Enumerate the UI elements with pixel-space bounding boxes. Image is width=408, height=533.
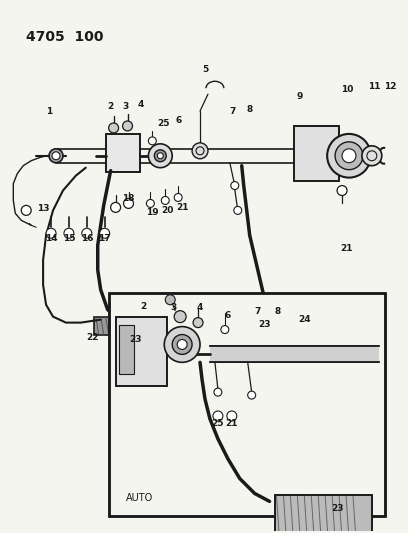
Circle shape — [109, 123, 119, 133]
Circle shape — [161, 197, 169, 205]
Circle shape — [64, 228, 74, 238]
Circle shape — [157, 153, 163, 159]
Text: 3: 3 — [170, 303, 176, 312]
Text: 19: 19 — [146, 208, 159, 217]
Text: 9: 9 — [296, 92, 303, 101]
Text: 10: 10 — [341, 85, 353, 94]
Bar — [210, 346, 379, 362]
Circle shape — [234, 206, 242, 214]
Text: 23: 23 — [331, 504, 344, 513]
Circle shape — [335, 142, 363, 169]
Text: 4: 4 — [197, 303, 203, 312]
Circle shape — [172, 335, 192, 354]
Circle shape — [227, 411, 237, 421]
Bar — [115, 317, 167, 386]
Bar — [109, 293, 385, 516]
Bar — [275, 496, 372, 533]
Circle shape — [342, 149, 356, 163]
Bar — [106, 134, 140, 172]
Bar — [295, 126, 339, 181]
Text: 17: 17 — [98, 233, 111, 243]
Circle shape — [248, 391, 256, 399]
Text: 15: 15 — [63, 233, 75, 243]
Text: 2: 2 — [140, 302, 146, 311]
Text: 8: 8 — [274, 307, 281, 316]
Text: 16: 16 — [80, 233, 93, 243]
Text: 20: 20 — [161, 206, 173, 215]
Text: 4: 4 — [137, 100, 144, 109]
Bar — [119, 325, 135, 374]
Text: 8: 8 — [246, 104, 253, 114]
Text: 1: 1 — [46, 107, 52, 116]
Circle shape — [100, 228, 110, 238]
Text: 6: 6 — [225, 311, 231, 320]
Text: 3: 3 — [122, 102, 129, 111]
Text: 25: 25 — [157, 119, 170, 128]
Text: 25: 25 — [212, 419, 224, 429]
Circle shape — [146, 199, 154, 207]
Circle shape — [192, 143, 208, 159]
Text: 21: 21 — [226, 419, 238, 429]
Text: 7: 7 — [230, 107, 236, 116]
Circle shape — [165, 295, 175, 305]
Text: 23: 23 — [129, 335, 142, 344]
Text: 5: 5 — [202, 65, 208, 74]
Text: 13: 13 — [37, 204, 49, 213]
Text: 21: 21 — [176, 203, 188, 212]
Circle shape — [49, 149, 63, 163]
Text: 14: 14 — [45, 233, 58, 243]
Text: 4705  100: 4705 100 — [26, 30, 104, 44]
Circle shape — [154, 150, 166, 161]
Circle shape — [337, 185, 347, 196]
Circle shape — [221, 326, 229, 334]
Circle shape — [362, 146, 382, 166]
Bar — [275, 496, 372, 533]
Bar — [295, 126, 339, 181]
Text: 6: 6 — [175, 117, 181, 125]
Circle shape — [111, 203, 121, 212]
Circle shape — [21, 205, 31, 215]
Bar — [94, 317, 135, 335]
Circle shape — [122, 121, 133, 131]
Text: 22: 22 — [86, 333, 99, 342]
Text: 11: 11 — [368, 82, 380, 91]
Circle shape — [46, 228, 56, 238]
Text: 18: 18 — [122, 194, 135, 203]
Circle shape — [52, 152, 60, 160]
Bar — [106, 134, 140, 172]
Circle shape — [82, 228, 92, 238]
Circle shape — [213, 411, 223, 421]
Circle shape — [149, 137, 156, 145]
Text: 7: 7 — [255, 307, 261, 316]
Circle shape — [214, 388, 222, 396]
Circle shape — [174, 311, 186, 322]
Text: 2: 2 — [108, 102, 114, 111]
Circle shape — [231, 182, 239, 190]
Text: AUTO: AUTO — [126, 494, 153, 503]
Circle shape — [164, 327, 200, 362]
Text: 21: 21 — [340, 244, 352, 253]
Bar — [257, 306, 306, 328]
Circle shape — [177, 340, 187, 350]
Circle shape — [193, 318, 203, 328]
Text: 12: 12 — [384, 82, 397, 91]
Text: 24: 24 — [298, 315, 310, 324]
Bar — [109, 293, 385, 516]
Circle shape — [124, 198, 133, 208]
Text: 23: 23 — [258, 320, 271, 329]
Circle shape — [149, 144, 172, 168]
Circle shape — [174, 193, 182, 201]
Circle shape — [327, 134, 371, 177]
Bar — [115, 317, 167, 386]
